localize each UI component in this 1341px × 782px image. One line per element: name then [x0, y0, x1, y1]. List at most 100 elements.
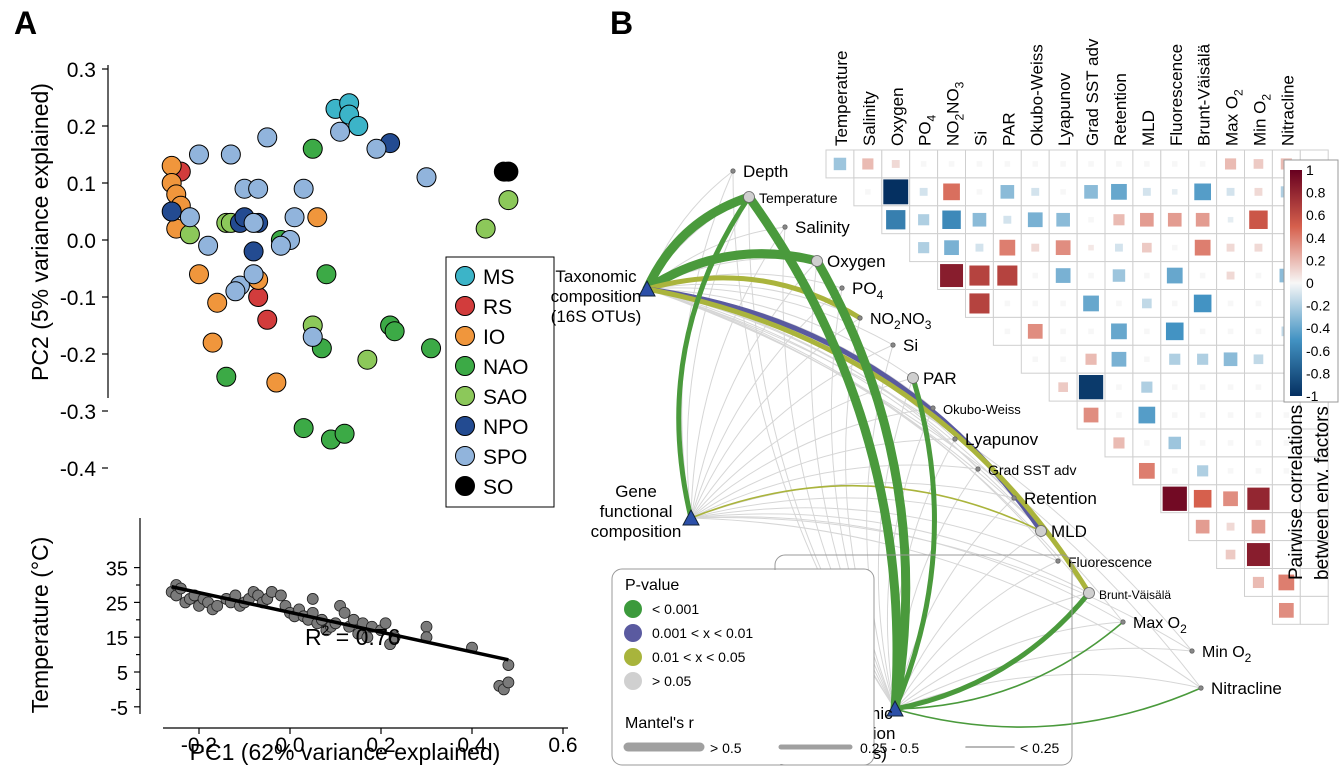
factor-node	[811, 255, 823, 267]
temp-y-tick-label: 25	[106, 593, 128, 615]
heatmap-square	[1144, 440, 1150, 446]
heatmap-square	[891, 160, 900, 168]
factor-row-label: Fluorescence	[1068, 554, 1152, 570]
heatmap-square	[1283, 468, 1290, 474]
factor-node	[890, 342, 896, 348]
heatmap-square	[1226, 187, 1235, 196]
heatmap-cell	[1299, 456, 1329, 486]
network-edge-strong	[894, 687, 1202, 728]
colorbar-tick-label: -1	[1306, 388, 1319, 404]
factor-node	[730, 168, 736, 174]
network-edge-weak	[894, 647, 1193, 710]
heatmap-square	[1223, 352, 1238, 367]
pca-point-io	[307, 207, 328, 228]
heatmap-square	[1247, 487, 1270, 510]
legend-swatch-rs	[455, 296, 475, 316]
heatmap-square	[1249, 210, 1268, 229]
pca-point-spo	[293, 178, 314, 199]
pca-point-sao	[179, 224, 200, 245]
composition-label-line2: composition	[551, 287, 642, 306]
heatmap-square	[1253, 354, 1264, 365]
heatmap-square	[883, 179, 909, 205]
pca-point-spo	[416, 167, 437, 188]
pca-point-npo	[161, 201, 182, 222]
heatmap-square	[1255, 300, 1262, 307]
temp-point	[274, 589, 287, 602]
pca-point-spo	[243, 212, 264, 233]
heatmap-square	[944, 240, 959, 256]
factor-node	[1198, 685, 1204, 691]
heatmap-column-label: Lyapunov	[1055, 72, 1074, 146]
heatmap-square	[940, 264, 964, 288]
network-edge-weak	[690, 517, 1193, 652]
heatmap-square	[1088, 272, 1094, 279]
factor-row-label: Oxygen	[827, 252, 886, 271]
heatmap-square	[1283, 440, 1290, 446]
pvalue-legend-label: 0.01 < x < 0.05	[652, 649, 746, 665]
network-edge-strong	[894, 621, 1124, 710]
factor-node	[1011, 495, 1017, 501]
heatmap-square	[1138, 462, 1155, 479]
heatmap-square	[997, 265, 1018, 286]
heatmap-square	[1165, 322, 1184, 341]
heatmap-square	[1227, 216, 1234, 223]
heatmap-column-label: NO2NO3	[944, 81, 967, 146]
legend-label-io: IO	[483, 326, 505, 349]
heatmap-square	[1255, 468, 1262, 474]
colorbar-tick-label: -0.6	[1306, 343, 1330, 359]
factor-node	[1035, 525, 1047, 537]
factor-node	[1055, 558, 1061, 564]
heatmap-square	[969, 265, 990, 286]
pca-y-tick-label: 0.2	[67, 116, 96, 139]
heatmap-square	[1199, 412, 1206, 418]
heatmap-square	[1195, 519, 1210, 534]
pvalue-swatch	[624, 648, 642, 666]
heatmap-square	[1193, 489, 1212, 508]
heatmap-square	[1088, 328, 1094, 335]
pca-y-label: PC2 (5% variance explained)	[27, 83, 53, 381]
correlation-colorbar: 1 0.8 0.6 0.4 0.2 0 -0.2 -0.4 -0.6 -0.8 -1	[1283, 159, 1339, 404]
panel-b-label: B	[610, 5, 633, 41]
pc1-x-ticks: -0.2 0.0 0.2 0.4 0.6	[181, 728, 578, 757]
legend-swatch-nao	[455, 356, 475, 376]
pca-point-npo	[243, 241, 264, 262]
pca-point-ms	[348, 116, 369, 136]
heatmap-square	[833, 157, 847, 171]
heatmap-square	[919, 187, 928, 196]
r-squared-annotation: R2 = 0.76	[305, 622, 400, 650]
colorbar-gradient	[1290, 170, 1302, 396]
heatmap-square	[1251, 519, 1266, 534]
factor-row-label: Grad SST adv	[988, 462, 1076, 478]
heatmap-square	[1060, 356, 1066, 363]
colorbar-tick-label: 0.6	[1306, 207, 1326, 223]
pca-point-spo	[225, 281, 246, 302]
heatmap-column-label: Salinity	[860, 91, 879, 146]
heatmap-square	[1278, 574, 1295, 591]
heatmap-square	[942, 210, 961, 229]
legend-swatch-spo	[455, 446, 475, 466]
temp-y-tick-label: -5	[110, 698, 128, 720]
composition-label-line2: functional	[600, 502, 673, 521]
network-edge-strong	[690, 484, 1042, 532]
heatmap-square	[976, 161, 983, 167]
heatmap-cell	[1271, 512, 1301, 542]
heatmap-cell	[1299, 568, 1329, 597]
heatmap-square	[1144, 161, 1150, 167]
composition-label-line1: Taxonomic	[555, 267, 637, 286]
factor-node	[907, 372, 919, 384]
heatmap-square	[1115, 243, 1123, 252]
heatmap-cell	[1160, 289, 1190, 318]
legend-label-spo: SPO	[483, 446, 527, 469]
heatmap-column-label: PO4	[916, 114, 939, 146]
network-edge-weak	[894, 560, 1059, 710]
legend-label-rs: RS	[483, 296, 512, 319]
factor-node	[839, 285, 845, 291]
heatmap-cell	[1299, 484, 1329, 514]
legend-label-sao: SAO	[483, 386, 527, 409]
pca-point-nao	[302, 138, 323, 159]
factor-node	[952, 436, 958, 442]
legend-label-nao: NAO	[483, 356, 529, 379]
temp-y-ticks: 35 25 15 5 -5	[106, 559, 140, 720]
heatmap-square	[1199, 384, 1206, 390]
heatmap-column-label: PAR	[999, 112, 1018, 146]
